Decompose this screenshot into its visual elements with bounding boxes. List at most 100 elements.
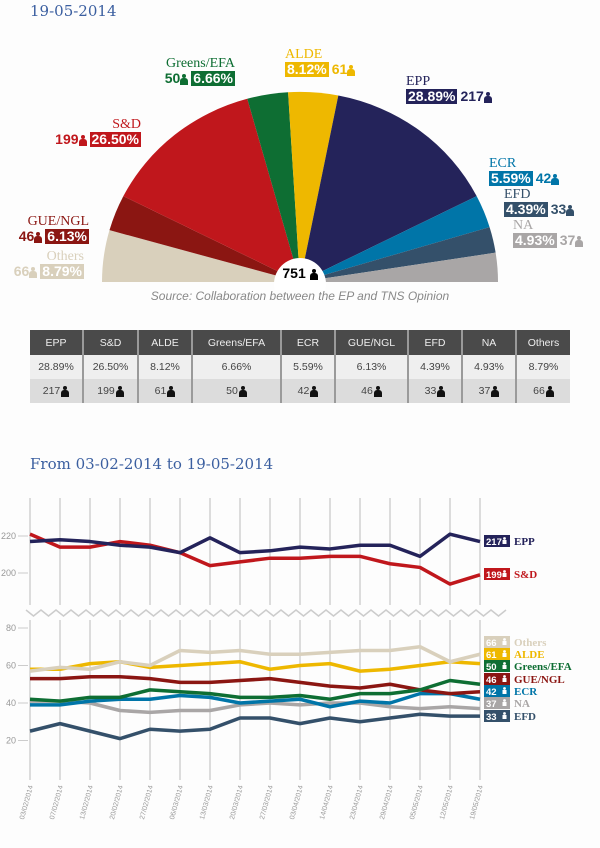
label-na: NA 4.93% 37 xyxy=(513,218,584,248)
range-title: From 03-02-2014 to 19-05-2014 xyxy=(30,455,274,473)
legend-value: 33 xyxy=(486,712,497,723)
x-tick-label: 13/03/2014 xyxy=(199,785,215,821)
legend-label: S&D xyxy=(514,569,537,581)
seat-count: 61 xyxy=(332,62,356,77)
seat-count: 50 xyxy=(165,71,189,86)
percent-badge: 8.79% xyxy=(40,263,84,279)
person-icon-body xyxy=(502,702,507,706)
person-icon xyxy=(238,385,247,397)
hemicycle-chart xyxy=(102,91,498,290)
percent-cell: 5.59% xyxy=(281,355,336,379)
percent-badge: 26.50% xyxy=(89,131,141,147)
person-icon xyxy=(78,134,87,146)
party-name: S&D xyxy=(112,117,141,132)
legend-item: 61 ALDE xyxy=(484,648,545,661)
label-others: Others 66 8.79% xyxy=(0,249,84,279)
person-icon-body xyxy=(502,641,507,645)
seat-count: 199 xyxy=(55,132,87,147)
legend-value: 42 xyxy=(486,687,497,698)
person-icon xyxy=(483,91,492,103)
seats-cell: 46 xyxy=(335,379,409,403)
series-line-epp xyxy=(29,532,481,559)
person-icon xyxy=(545,385,554,397)
person-icon-body xyxy=(502,573,507,577)
person-icon xyxy=(575,235,584,247)
party-name: NA xyxy=(513,218,534,233)
x-tick-label: 13/02/2014 xyxy=(79,785,95,821)
series-line-efd xyxy=(29,712,480,741)
person-icon xyxy=(503,537,506,540)
series-line-alde xyxy=(30,660,481,673)
slice-ecr xyxy=(300,196,490,282)
y-tick-label: 60 xyxy=(6,661,16,671)
series-line-others xyxy=(29,645,481,673)
party-name: EPP xyxy=(406,74,431,89)
person-icon xyxy=(503,570,506,573)
legend-item: 50 Greens/EFA xyxy=(484,660,572,673)
person-icon xyxy=(503,712,506,715)
y-tick-label: 20 xyxy=(6,736,16,746)
label-epp: EPP 28.89% 217 xyxy=(406,74,492,104)
person-icon xyxy=(503,675,506,678)
legend-label: EPP xyxy=(514,536,535,548)
label-efd: EFD 4.39% 33 xyxy=(504,187,575,217)
person-icon-body xyxy=(502,678,507,682)
legend-item: 66 Others xyxy=(484,636,547,649)
x-tick-label: 23/04/2014 xyxy=(349,785,365,821)
party-name: ALDE xyxy=(285,47,323,62)
person-icon-body xyxy=(502,715,507,719)
column-header: Greens/EFA xyxy=(192,330,282,355)
seat-count: 37 xyxy=(560,233,584,248)
percent-badge: 4.39% xyxy=(504,201,548,217)
party-name: ECR xyxy=(489,156,517,171)
percent-badge: 5.59% xyxy=(489,170,533,186)
seat-count: 217 xyxy=(460,89,492,104)
y-tick-label: 200 xyxy=(1,568,16,578)
x-tick-label: 03/04/2014 xyxy=(289,785,305,821)
party-name: GUE/NGL xyxy=(27,214,89,229)
percent-cell: 26.50% xyxy=(83,355,139,379)
legend-label: ALDE xyxy=(514,649,545,661)
seats-cell: 217 xyxy=(30,379,84,403)
slice-na xyxy=(300,252,498,282)
seats-cell: 199 xyxy=(83,379,139,403)
legend-label: EFD xyxy=(514,711,536,723)
percent-badge: 28.89% xyxy=(406,88,458,104)
percent-cell: 4.93% xyxy=(462,355,517,379)
legend-label: Others xyxy=(514,637,547,649)
slice-efd xyxy=(300,227,496,282)
column-header: NA xyxy=(462,330,517,355)
seats-cell: 66 xyxy=(516,379,570,403)
person-icon xyxy=(491,385,500,397)
person-icon xyxy=(310,385,319,397)
party-name: EFD xyxy=(504,187,531,202)
slice-others xyxy=(102,230,300,282)
person-icon xyxy=(115,385,124,397)
legend-item: 217 EPP xyxy=(484,535,535,548)
column-header: S&D xyxy=(83,330,139,355)
x-tick-label: 12/05/2014 xyxy=(439,785,455,821)
person-icon xyxy=(503,687,506,690)
person-icon xyxy=(503,699,506,702)
seat-count: 66 xyxy=(14,264,38,279)
percent-cell: 8.12% xyxy=(138,355,193,379)
legend-item: 199 S&D xyxy=(484,568,537,581)
x-tick-label: 29/04/2014 xyxy=(379,785,395,821)
person-icon-body xyxy=(502,540,507,544)
legend-label: GUE/NGL xyxy=(514,674,565,686)
percent-cell: 4.39% xyxy=(408,355,463,379)
legend-item: 42 ECR xyxy=(484,685,538,698)
seat-count: 46 xyxy=(19,229,43,244)
x-tick-label: 27/02/2014 xyxy=(139,785,155,821)
percent-badge: 4.93% xyxy=(513,232,557,248)
column-header: ALDE xyxy=(138,330,193,355)
x-tick-label: 05/05/2014 xyxy=(409,785,425,821)
person-icon xyxy=(29,266,38,278)
legend-value: 217 xyxy=(486,537,502,548)
seats-cell: 61 xyxy=(138,379,193,403)
snapshot-date: 19-05-2014 xyxy=(30,2,117,20)
person-icon xyxy=(503,662,506,665)
percent-badge: 8.12% xyxy=(285,61,329,77)
seats-cell: 50 xyxy=(192,379,282,403)
percent-cell: 28.89% xyxy=(30,355,84,379)
